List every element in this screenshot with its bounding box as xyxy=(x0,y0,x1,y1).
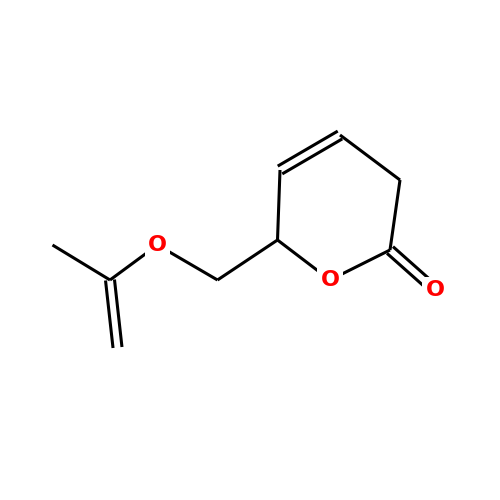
Text: O: O xyxy=(148,235,167,255)
Text: O: O xyxy=(426,280,444,300)
Text: O: O xyxy=(320,270,340,290)
